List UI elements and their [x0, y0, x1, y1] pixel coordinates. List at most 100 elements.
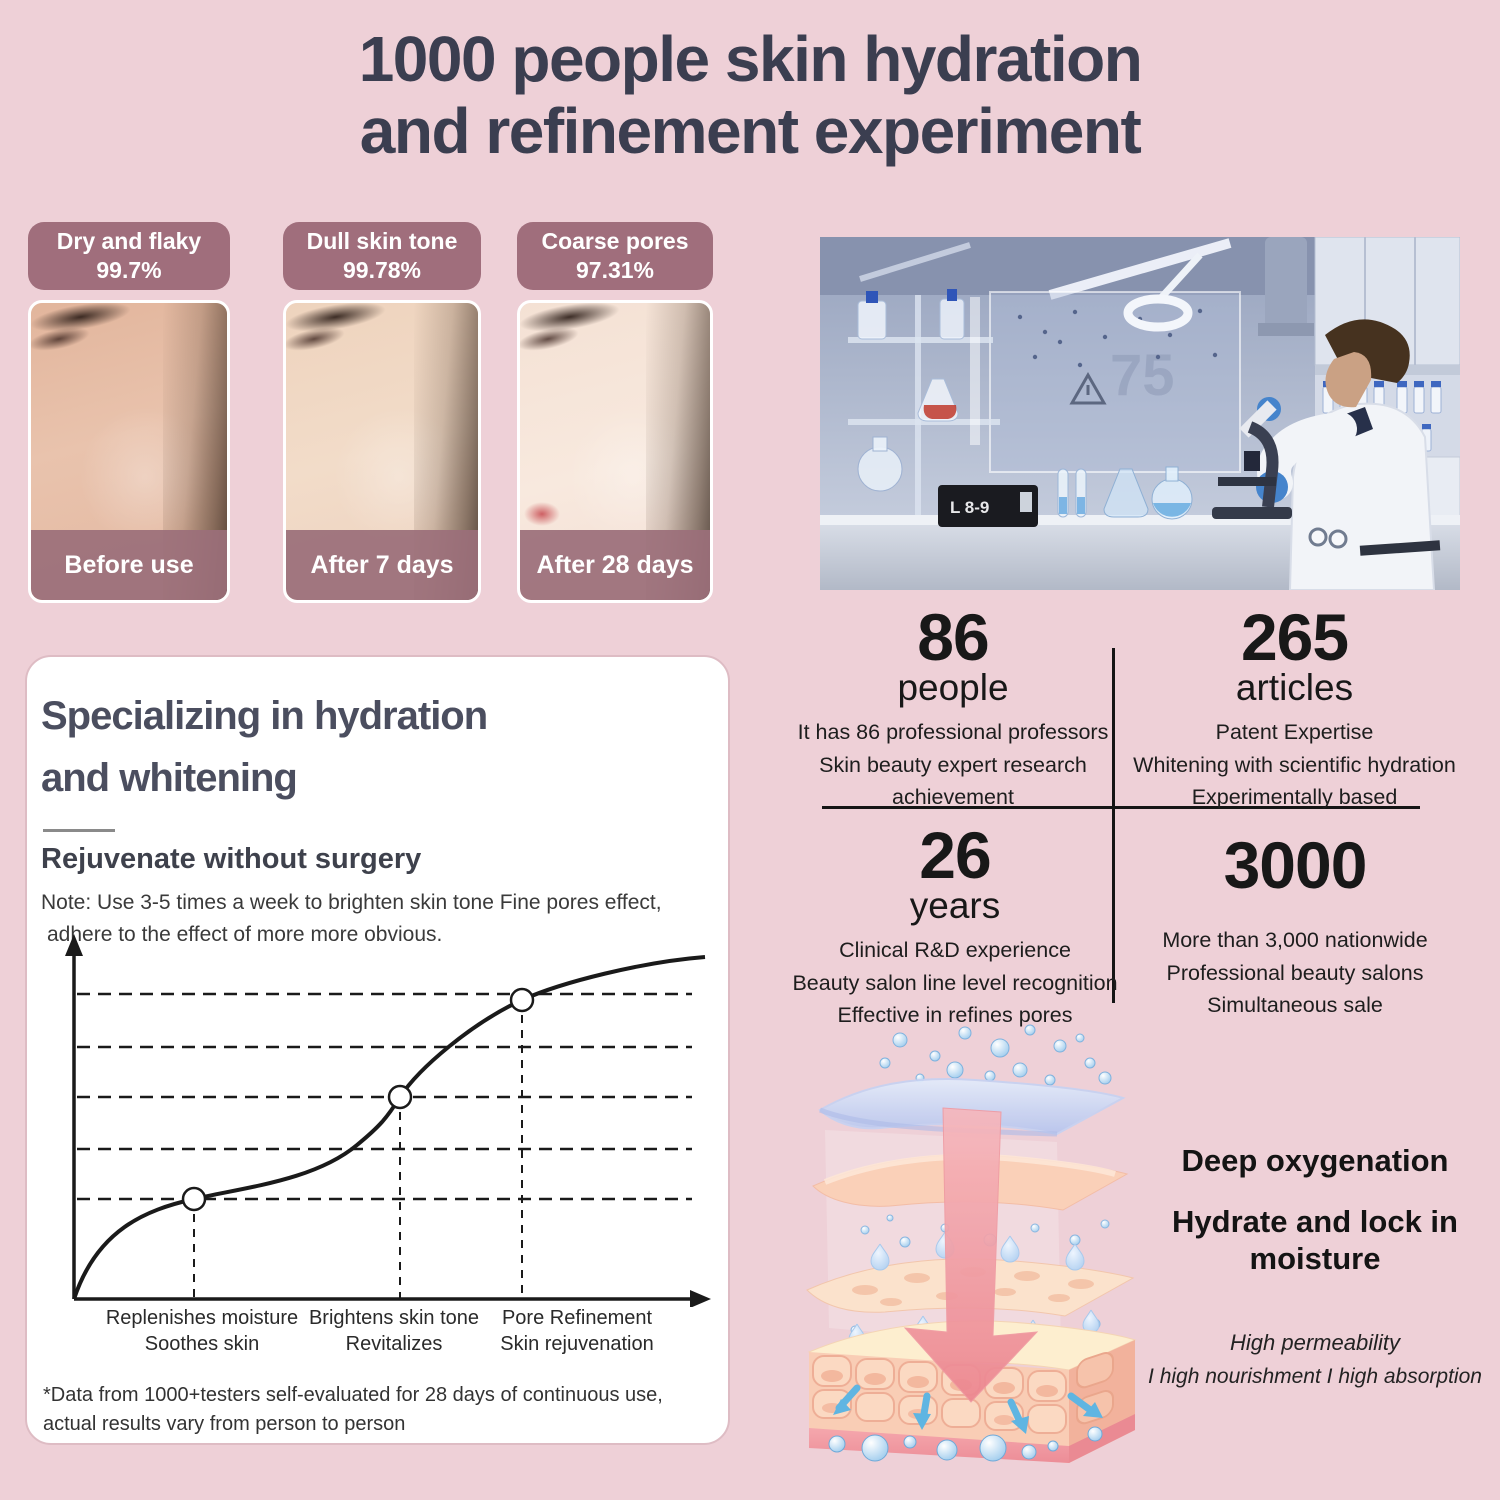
surface-droplets	[879, 1024, 1112, 1086]
stage-label-pore: Pore Refinement Skin rejuvenation	[452, 1305, 702, 1357]
erlenmeyer-flask	[1103, 468, 1149, 518]
data-point-markers	[181, 987, 535, 1212]
progress-curve-chart	[65, 934, 711, 1307]
warning-triangle-icon	[1069, 371, 1107, 405]
microscope	[1212, 400, 1292, 519]
stats-vertical-divider	[1112, 648, 1115, 1003]
hydration-card: Specializing in hydration and whitening …	[25, 655, 730, 1445]
disclaimer-line1: *Data from 1000+testers self-evaluated f…	[43, 1384, 663, 1406]
stat-line: Professional beauty salons	[1166, 960, 1424, 985]
benefit-heading-2-line1: Hydrate and lock in	[1172, 1203, 1458, 1239]
stage-label-line2: Soothes skin	[144, 1333, 260, 1355]
badge-percent: 97.31%	[575, 257, 654, 283]
stat-line: Skin beauty expert research	[819, 752, 1087, 777]
magnifier-lamp-icon	[1123, 294, 1193, 332]
stat-line: More than 3,000 nationwide	[1162, 928, 1428, 952]
stat-line: Effective in refines pores	[837, 1003, 1073, 1028]
air-duct	[1265, 237, 1307, 329]
benefit-italic-1: High permeability	[1230, 1330, 1400, 1356]
stat-line: achievement	[892, 785, 1014, 810]
stat-265-articles: 265 articles Patent Expertise Whitening …	[1122, 604, 1467, 814]
stats-horizontal-divider	[822, 806, 1420, 809]
stage-label-line1: Brightens skin tone	[308, 1307, 480, 1329]
base-bubbles	[828, 1426, 1103, 1462]
card-subtitle: Rejuvenate without surgery	[41, 843, 422, 875]
black-equipment-box	[938, 485, 1038, 527]
y-axis-arrow	[65, 934, 83, 956]
s-curve	[72, 955, 706, 1300]
disclaimer-line2: actual results vary from person to perso…	[43, 1413, 406, 1435]
stat-unit: people	[897, 667, 1009, 708]
data-disclaimer: *Data from 1000+testers self-evaluated f…	[43, 1381, 663, 1439]
stat-line: Whitening with scientific hydration	[1133, 752, 1456, 777]
stat-number: 265	[1240, 600, 1349, 674]
test-tube-liquid	[1059, 497, 1067, 514]
x-axis-arrow	[690, 1290, 711, 1307]
stage-label-brighten: Brightens skin tone Revitalizes	[269, 1305, 519, 1357]
card-title-line1: Specializing in hydration	[41, 694, 488, 738]
stat-unit: years	[909, 885, 1001, 926]
air-duct-vent	[1258, 323, 1314, 336]
magnifier-lamp-arm	[1157, 252, 1203, 302]
stat-number: 3000	[1223, 828, 1368, 902]
stat-line: Experimentally based	[1191, 785, 1398, 810]
photo-after-28-days: After 28 days	[517, 300, 713, 603]
stat-description: Patent Expertise Whitening with scientif…	[1122, 716, 1467, 814]
objective-lens	[1244, 451, 1260, 471]
photo-caption: Before use	[31, 530, 227, 600]
page-title-line2: and refinement experiment	[359, 94, 1142, 167]
card-title-line2: and whitening	[41, 756, 298, 800]
stat-26-years: 26 years Clinical R&D experience Beauty …	[790, 822, 1120, 1032]
chart-gridlines	[77, 992, 692, 1201]
microscope-base	[1212, 507, 1292, 519]
tablet	[1359, 540, 1441, 556]
goggles-icon	[1308, 527, 1328, 547]
ceiling-light	[1048, 238, 1232, 300]
stage-label-replenish: Replenishes moisture Soothes skin	[77, 1305, 327, 1357]
goggles-icon	[1328, 529, 1348, 549]
stat-number: 86	[917, 600, 989, 674]
microscope-arm	[1247, 421, 1279, 508]
stat-line: Simultaneous sale	[1207, 993, 1383, 1018]
stage-drop-lines	[193, 1000, 523, 1299]
badge-label: Dry and flaky	[56, 227, 202, 254]
stage-label-line2: Skin rejuvenation	[500, 1333, 654, 1355]
stat-line: Clinical R&D experience	[839, 937, 1071, 962]
photo-before-use: Before use	[28, 300, 230, 603]
flask-liquid	[1153, 503, 1191, 517]
point-brighten	[387, 1084, 413, 1110]
left-glassware-rack	[848, 289, 1000, 527]
stat-description: Clinical R&D experience Beauty salon lin…	[790, 934, 1120, 1032]
eyepiece-tube	[1239, 400, 1277, 438]
diffusion-arrows	[833, 1384, 1103, 1434]
face-profile	[1325, 352, 1372, 408]
equipment-box-label: L 8-9	[950, 498, 989, 517]
badge-dull-skin: Dull skin tone 99.78%	[283, 222, 481, 290]
lab-photo: 75	[820, 237, 1460, 590]
point-pore	[509, 987, 535, 1013]
badge-dry-flaky: Dry and flaky 99.7%	[28, 222, 230, 290]
benefit-heading-2: Hydrate and lock in moisture	[1140, 1203, 1490, 1277]
stat-unit: articles	[1235, 667, 1354, 708]
glass-partition	[989, 291, 1241, 473]
glass-watermark: 75	[1110, 343, 1175, 408]
badge-percent: 99.7%	[96, 257, 162, 283]
badge-label: Dull skin tone	[306, 227, 458, 254]
stat-3000-salons: 3000 More than 3,000 nationwide Professi…	[1125, 832, 1465, 1022]
microscope-stage	[1218, 477, 1276, 486]
note-line2: adhere to the effect of more more obviou…	[47, 922, 443, 946]
stat-number: 26	[919, 818, 991, 892]
point-replenish	[181, 1186, 207, 1212]
ceiling-light	[859, 242, 971, 282]
box-tag	[1020, 492, 1032, 512]
top-film-layer	[818, 1078, 1126, 1136]
page-title: 1000 people skin hydration and refinemen…	[0, 23, 1500, 167]
absorption-arrow	[903, 1107, 1039, 1403]
film-edge	[819, 1107, 1058, 1137]
badge-label: Coarse pores	[541, 227, 689, 254]
stat-86-people: 86 people It has 86 professional profess…	[793, 604, 1113, 814]
bench-items: L 8-9	[938, 466, 1441, 556]
benefit-italic-2: I high nourishment I high absorption	[1148, 1365, 1482, 1389]
photo-caption: After 28 days	[520, 530, 710, 600]
